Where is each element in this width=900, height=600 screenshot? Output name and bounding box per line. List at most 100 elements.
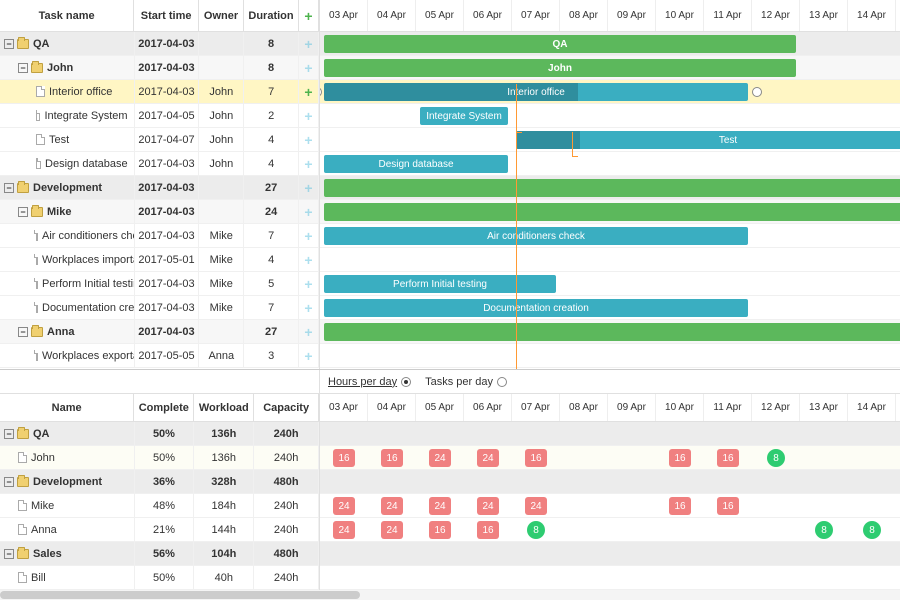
gantt-row[interactable]: Integrate System2017-04-05John2+ xyxy=(0,104,319,128)
add-cell[interactable]: + xyxy=(299,152,319,175)
tree-toggle-icon[interactable]: − xyxy=(4,549,14,559)
gantt-bar[interactable] xyxy=(324,179,900,197)
gantt-bar[interactable]: John xyxy=(324,59,796,77)
heat-badge: 16 xyxy=(381,449,403,467)
resource-row[interactable]: Bill50%40h240h xyxy=(0,566,319,590)
plus-icon[interactable]: + xyxy=(304,84,312,100)
folder-icon xyxy=(31,63,43,73)
name-text: Mike xyxy=(31,500,54,512)
heat-badge: 8 xyxy=(767,449,785,467)
plus-icon[interactable]: + xyxy=(304,132,312,148)
timeline-row: Air conditioners check xyxy=(320,224,900,248)
heat-badge: 24 xyxy=(429,497,451,515)
add-cell[interactable]: + xyxy=(299,248,319,271)
gantt-bar[interactable]: Perform Initial testing xyxy=(324,275,556,293)
tree-toggle-icon[interactable]: − xyxy=(4,39,14,49)
gantt-bar[interactable] xyxy=(324,323,900,341)
add-cell[interactable]: + xyxy=(299,104,319,127)
add-cell[interactable]: + xyxy=(299,80,319,103)
add-cell[interactable]: + xyxy=(299,224,319,247)
gantt-row[interactable]: −QA2017-04-038+ xyxy=(0,32,319,56)
tree-toggle-icon[interactable]: − xyxy=(4,183,14,193)
plus-icon[interactable]: + xyxy=(304,228,312,244)
heat-row xyxy=(320,566,900,590)
plus-icon[interactable]: + xyxy=(304,252,312,268)
plus-icon[interactable]: + xyxy=(304,324,312,340)
bar-handle-left[interactable] xyxy=(320,87,322,97)
resource-row[interactable]: John50%136h240h xyxy=(0,446,319,470)
add-cell[interactable]: + xyxy=(299,200,319,223)
timeline-row: John xyxy=(320,56,900,80)
name-cell: −QA xyxy=(0,422,135,445)
add-cell[interactable]: + xyxy=(299,128,319,151)
gantt-row[interactable]: Workplaces importation2017-05-01Mike4+ xyxy=(0,248,319,272)
heat-cell: 8 xyxy=(752,446,800,470)
gantt-bar[interactable]: Design database xyxy=(324,155,508,173)
gantt-bar[interactable] xyxy=(324,203,900,221)
add-cell[interactable]: + xyxy=(299,56,319,79)
gantt-bar[interactable]: QA xyxy=(324,35,796,53)
tree-toggle-icon[interactable]: − xyxy=(4,429,14,439)
gantt-row[interactable]: −Mike2017-04-0324+ xyxy=(0,200,319,224)
tree-toggle-icon[interactable]: − xyxy=(4,477,14,487)
task-name-text: Perform Initial testing xyxy=(42,278,135,290)
gantt-bar[interactable]: Air conditioners check xyxy=(324,227,748,245)
resource-row[interactable]: Anna21%144h240h xyxy=(0,518,319,542)
plus-icon[interactable]: + xyxy=(304,300,312,316)
radio-tasks-per-day[interactable]: Tasks per day xyxy=(425,376,507,388)
plus-icon[interactable]: + xyxy=(304,180,312,196)
tree-toggle-icon[interactable]: − xyxy=(18,207,28,217)
heat-cell: 16 xyxy=(656,494,704,518)
gantt-bar[interactable]: Interior office xyxy=(324,83,748,101)
radio-hours-per-day[interactable]: Hours per day xyxy=(328,376,411,388)
resource-row[interactable]: −QA50%136h240h xyxy=(0,422,319,446)
capacity-cell: 480h xyxy=(254,542,319,565)
plus-icon[interactable]: + xyxy=(304,156,312,172)
bar-handle-right[interactable] xyxy=(752,87,762,97)
owner-cell xyxy=(199,176,244,199)
plus-icon[interactable]: + xyxy=(304,276,312,292)
heat-row xyxy=(320,422,900,446)
capacity-cell: 240h xyxy=(254,494,319,517)
add-cell[interactable]: + xyxy=(299,344,319,367)
add-cell[interactable]: + xyxy=(299,296,319,319)
add-cell[interactable]: + xyxy=(299,32,319,55)
resource-row[interactable]: −Sales56%104h480h xyxy=(0,542,319,566)
timeline-row: QA xyxy=(320,32,900,56)
gantt-bar[interactable]: Test xyxy=(516,131,900,149)
col-add-header[interactable]: + xyxy=(299,0,319,31)
gantt-row[interactable]: Interior office2017-04-03John7+ xyxy=(0,80,319,104)
plus-icon[interactable]: + xyxy=(304,108,312,124)
plus-icon[interactable]: + xyxy=(304,8,312,24)
gantt-row[interactable]: −Anna2017-04-0327+ xyxy=(0,320,319,344)
gantt-row[interactable]: −Development2017-04-0327+ xyxy=(0,176,319,200)
date-cell: 07 Apr xyxy=(512,394,560,421)
gantt-row[interactable]: Workplaces exportation2017-05-05Anna3+ xyxy=(0,344,319,368)
tree-toggle-icon[interactable]: − xyxy=(18,327,28,337)
plus-icon[interactable]: + xyxy=(304,36,312,52)
gantt-row[interactable]: Air conditioners check2017-04-03Mike7+ xyxy=(0,224,319,248)
tree-toggle-icon[interactable]: − xyxy=(18,63,28,73)
resource-row[interactable]: Mike48%184h240h xyxy=(0,494,319,518)
bar-label: Design database xyxy=(378,159,453,170)
gantt-row[interactable]: −John2017-04-038+ xyxy=(0,56,319,80)
plus-icon[interactable]: + xyxy=(304,348,312,364)
date-cell: 14 Apr xyxy=(848,394,896,421)
add-cell[interactable]: + xyxy=(299,320,319,343)
gantt-bar[interactable]: Documentation creation xyxy=(324,299,748,317)
horizontal-scrollbar[interactable] xyxy=(0,590,900,600)
gantt-row[interactable]: Design database2017-04-03John4+ xyxy=(0,152,319,176)
heat-cell: 16 xyxy=(512,446,560,470)
gantt-row[interactable]: Perform Initial testing2017-04-03Mike5+ xyxy=(0,272,319,296)
plus-icon[interactable]: + xyxy=(304,60,312,76)
resource-row[interactable]: −Development36%328h480h xyxy=(0,470,319,494)
gantt-row[interactable]: Test2017-04-07John4+ xyxy=(0,128,319,152)
heat-badge: 24 xyxy=(429,449,451,467)
add-cell[interactable]: + xyxy=(299,272,319,295)
add-cell[interactable]: + xyxy=(299,176,319,199)
task-name-text: Mike xyxy=(47,206,71,218)
gantt-row[interactable]: Documentation creation2017-04-03Mike7+ xyxy=(0,296,319,320)
gantt-bar[interactable]: Integrate System xyxy=(420,107,508,125)
plus-icon[interactable]: + xyxy=(304,204,312,220)
owner-cell: John xyxy=(199,128,244,151)
